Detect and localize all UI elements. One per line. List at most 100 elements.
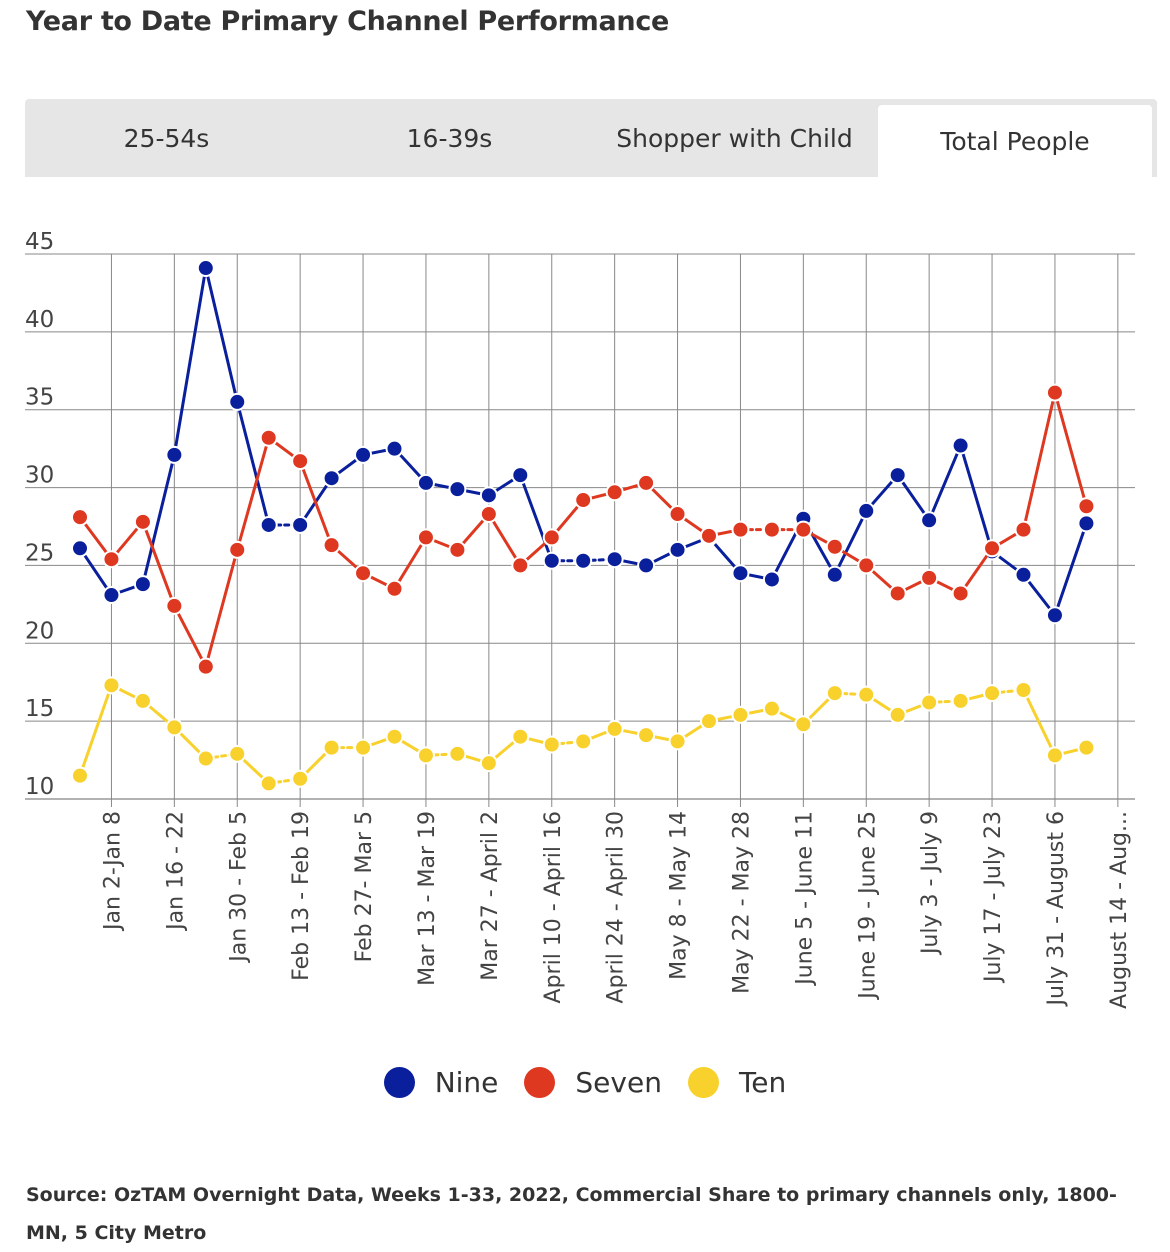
data-point-seven[interactable] (731, 520, 750, 539)
data-point-seven[interactable] (1077, 497, 1096, 516)
data-point-seven[interactable] (762, 520, 781, 539)
data-point-ten[interactable] (133, 691, 152, 710)
data-point-ten[interactable] (731, 705, 750, 724)
data-point-ten[interactable] (637, 726, 656, 745)
data-point-seven[interactable] (71, 508, 89, 527)
data-point-ten[interactable] (1045, 746, 1064, 765)
data-point-nine[interactable] (668, 540, 687, 559)
data-point-nine[interactable] (542, 551, 561, 570)
data-point-nine[interactable] (574, 551, 593, 570)
data-point-seven[interactable] (102, 550, 121, 569)
data-point-seven[interactable] (637, 473, 656, 492)
data-point-seven[interactable] (133, 512, 152, 531)
data-point-seven[interactable] (385, 579, 404, 598)
data-point-seven[interactable] (448, 540, 467, 559)
data-point-ten[interactable] (291, 769, 310, 788)
data-point-ten[interactable] (479, 754, 498, 773)
data-point-ten[interactable] (951, 691, 970, 710)
data-point-nine[interactable] (385, 439, 404, 458)
tab-total-people[interactable]: Total People (878, 105, 1152, 177)
data-point-nine[interactable] (448, 480, 467, 499)
data-point-seven[interactable] (700, 526, 718, 545)
data-point-seven[interactable] (1045, 383, 1064, 402)
data-point-nine[interactable] (71, 539, 89, 558)
data-point-nine[interactable] (951, 436, 970, 455)
data-point-nine[interactable] (731, 564, 750, 583)
data-point-seven[interactable] (259, 428, 278, 447)
data-point-nine[interactable] (637, 556, 656, 575)
data-point-nine[interactable] (920, 511, 939, 530)
data-point-nine[interactable] (133, 575, 152, 594)
data-point-nine[interactable] (259, 515, 278, 534)
data-point-ten[interactable] (762, 699, 781, 718)
data-point-ten[interactable] (228, 744, 247, 763)
data-point-seven[interactable] (196, 657, 215, 676)
data-point-ten[interactable] (983, 684, 1002, 703)
data-point-nine[interactable] (416, 473, 435, 492)
data-point-seven[interactable] (511, 556, 530, 575)
data-point-nine[interactable] (228, 392, 247, 411)
data-point-ten[interactable] (322, 738, 341, 757)
data-point-ten[interactable] (825, 684, 844, 703)
data-point-ten[interactable] (542, 735, 561, 754)
data-point-seven[interactable] (322, 536, 341, 555)
data-point-ten[interactable] (385, 727, 404, 746)
data-point-seven[interactable] (951, 584, 970, 603)
data-point-ten[interactable] (857, 685, 876, 704)
data-point-nine[interactable] (762, 570, 781, 589)
data-point-ten[interactable] (165, 718, 184, 737)
data-point-seven[interactable] (888, 584, 907, 603)
data-point-ten[interactable] (888, 705, 907, 724)
data-point-seven[interactable] (354, 564, 373, 583)
data-point-seven[interactable] (825, 537, 844, 556)
data-point-ten[interactable] (700, 712, 718, 731)
tab-shopper-with-child[interactable]: Shopper with Child (616, 123, 853, 153)
data-point-ten[interactable] (354, 738, 373, 757)
tab-25-54s[interactable]: 25-54s (123, 123, 210, 153)
legend-item-nine[interactable]: Nine (383, 1066, 498, 1099)
data-point-ten[interactable] (794, 715, 813, 734)
data-point-ten[interactable] (1077, 738, 1096, 757)
data-point-ten[interactable] (416, 746, 435, 765)
data-point-nine[interactable] (1014, 565, 1033, 584)
data-point-seven[interactable] (920, 568, 939, 587)
data-point-seven[interactable] (1014, 520, 1033, 539)
data-point-seven[interactable] (983, 539, 1002, 558)
data-point-nine[interactable] (888, 466, 907, 485)
data-point-nine[interactable] (479, 486, 498, 505)
data-point-seven[interactable] (165, 596, 184, 615)
data-point-nine[interactable] (605, 550, 624, 569)
data-point-nine[interactable] (857, 501, 876, 520)
data-point-nine[interactable] (511, 466, 530, 485)
data-point-seven[interactable] (668, 505, 687, 524)
data-point-seven[interactable] (479, 505, 498, 524)
data-point-ten[interactable] (71, 766, 89, 785)
data-point-ten[interactable] (574, 732, 593, 751)
data-point-nine[interactable] (1077, 514, 1096, 533)
data-point-seven[interactable] (416, 528, 435, 547)
data-point-ten[interactable] (1014, 681, 1033, 699)
data-point-nine[interactable] (196, 259, 215, 278)
data-point-ten[interactable] (920, 693, 939, 712)
data-point-seven[interactable] (857, 556, 876, 575)
data-point-seven[interactable] (605, 483, 624, 502)
data-point-nine[interactable] (825, 565, 844, 584)
data-point-seven[interactable] (291, 452, 310, 471)
legend-item-seven[interactable]: Seven (524, 1066, 662, 1099)
data-point-seven[interactable] (228, 540, 247, 559)
data-point-ten[interactable] (196, 749, 215, 768)
data-point-ten[interactable] (668, 732, 687, 751)
data-point-nine[interactable] (102, 586, 121, 605)
data-point-ten[interactable] (511, 727, 530, 746)
data-point-ten[interactable] (605, 719, 624, 738)
data-point-nine[interactable] (165, 445, 184, 464)
legend-item-ten[interactable]: Ten (687, 1066, 786, 1099)
data-point-ten[interactable] (448, 744, 467, 763)
data-point-nine[interactable] (354, 445, 373, 464)
data-point-ten[interactable] (259, 774, 278, 793)
tab-16-39s[interactable]: 16-39s (406, 123, 493, 153)
data-point-nine[interactable] (322, 469, 341, 488)
data-point-seven[interactable] (794, 520, 813, 539)
data-point-nine[interactable] (1045, 606, 1064, 625)
data-point-nine[interactable] (291, 515, 310, 534)
